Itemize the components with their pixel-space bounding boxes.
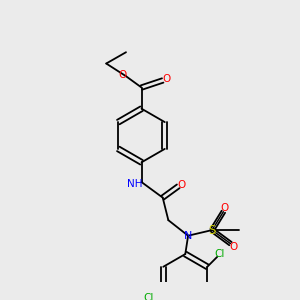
- Text: O: O: [229, 242, 237, 252]
- Text: N: N: [184, 231, 192, 241]
- Text: NH: NH: [127, 179, 142, 189]
- Text: Cl: Cl: [143, 293, 154, 300]
- Text: Cl: Cl: [215, 249, 225, 259]
- Text: O: O: [221, 203, 229, 213]
- Text: S: S: [208, 224, 216, 237]
- Text: O: O: [118, 70, 127, 80]
- Text: O: O: [162, 74, 170, 84]
- Text: O: O: [178, 180, 186, 190]
